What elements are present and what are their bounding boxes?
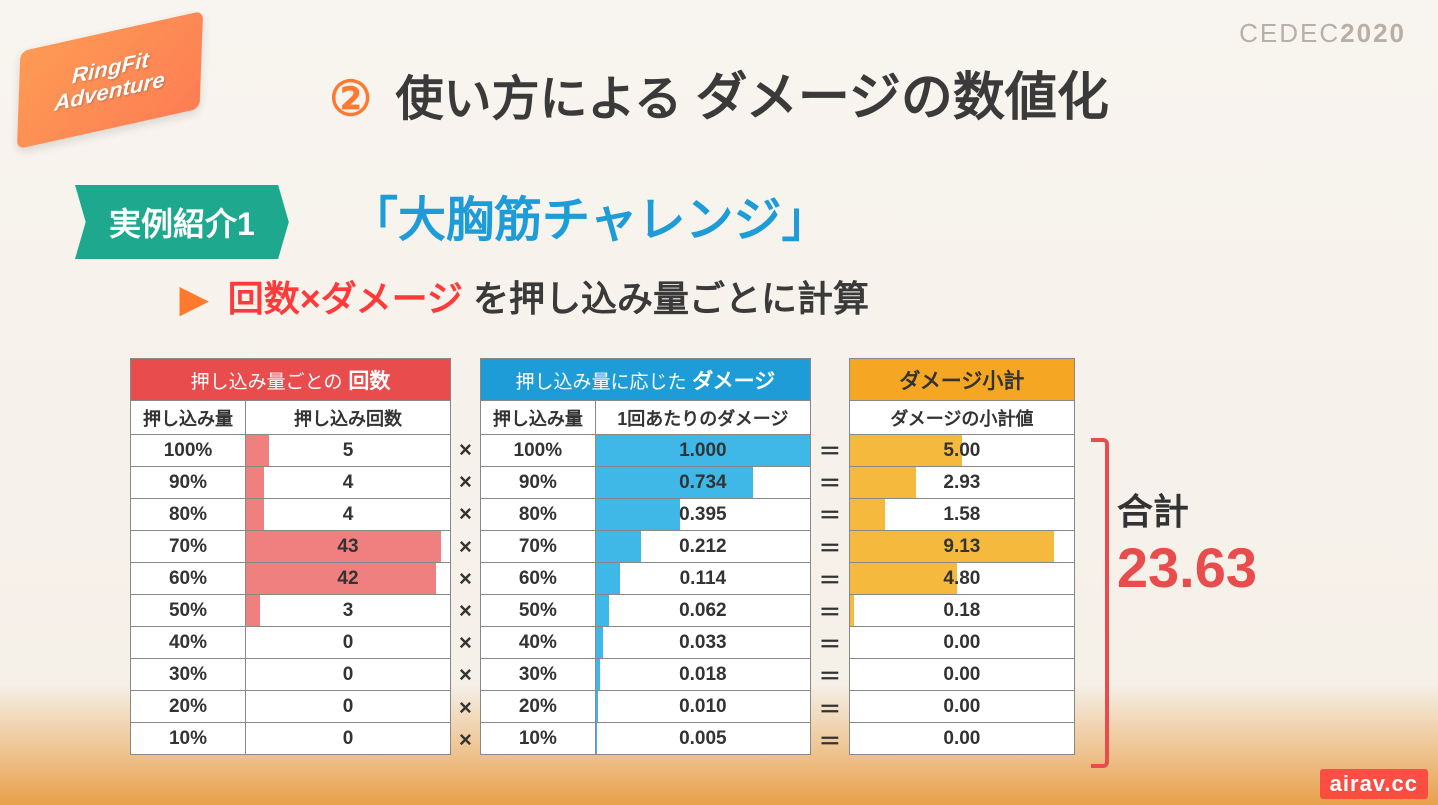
tables-container: 押し込み量ごとの 回数 押し込み量押し込み回数 100%590%480%470%… [130, 358, 1257, 755]
total-label: 合計 [1101, 483, 1257, 535]
table-cell: 5 [246, 435, 451, 467]
table-cell: 43 [246, 531, 451, 563]
table-cell: 0.00 [849, 691, 1074, 723]
table-cell: 0.033 [595, 627, 810, 659]
table-cell: 70% [480, 531, 595, 563]
table-cell: 5.00 [849, 435, 1074, 467]
table-cell: 50% [131, 595, 246, 627]
subtotal-table: ダメージ小計 ダメージの小計値 5.002.931.589.134.800.18… [849, 358, 1075, 755]
table-cell: 70% [131, 531, 246, 563]
table-cell: 40% [131, 627, 246, 659]
bracket-icon [1091, 438, 1109, 768]
table-cell: 50% [480, 595, 595, 627]
table-cell: 9.13 [849, 531, 1074, 563]
slide-title: ② 使い方による ダメージの数値化 [0, 55, 1438, 130]
table-cell: 0.010 [595, 691, 810, 723]
table-cell: 90% [131, 467, 246, 499]
count-table: 押し込み量ごとの 回数 押し込み量押し込み回数 100%590%480%470%… [130, 358, 451, 755]
table-cell: 4 [246, 467, 451, 499]
table-cell: 0.00 [849, 659, 1074, 691]
table-cell: 0.00 [849, 627, 1074, 659]
table-cell: 0 [246, 659, 451, 691]
table-cell: 0 [246, 723, 451, 755]
table-cell: 4 [246, 499, 451, 531]
table-cell: 0 [246, 691, 451, 723]
table-cell: 2.93 [849, 467, 1074, 499]
example-subtitle: ▶ 回数×ダメージ を押し込み量ごとに計算 [180, 270, 869, 322]
example-title: 「大胸筋チャレンジ」 [350, 180, 830, 250]
table-cell: 40% [480, 627, 595, 659]
table-cell: 1.58 [849, 499, 1074, 531]
total-value: 23.63 [1101, 535, 1257, 600]
table-cell: 3 [246, 595, 451, 627]
table-cell: 0.00 [849, 723, 1074, 755]
equals-column: ＝＝＝＝＝＝＝＝＝＝ [819, 358, 841, 752]
table-cell: 30% [131, 659, 246, 691]
table-cell: 0.18 [849, 595, 1074, 627]
table-cell: 0.114 [595, 563, 810, 595]
conference-logo: CEDEC2020 [1239, 18, 1406, 49]
table-cell: 100% [480, 435, 595, 467]
table-cell: 0.062 [595, 595, 810, 627]
table-cell: 10% [131, 723, 246, 755]
table-cell: 20% [131, 691, 246, 723]
table-cell: 10% [480, 723, 595, 755]
table-cell: 80% [131, 499, 246, 531]
table-cell: 100% [131, 435, 246, 467]
multiply-column: ×××××××××× [459, 358, 472, 752]
table-cell: 60% [480, 563, 595, 595]
table-cell: 80% [480, 499, 595, 531]
table-cell: 0.734 [595, 467, 810, 499]
table-cell: 20% [480, 691, 595, 723]
table-cell: 42 [246, 563, 451, 595]
table-cell: 1.000 [595, 435, 810, 467]
table-cell: 30% [480, 659, 595, 691]
example-badge: 実例紹介1 [75, 185, 289, 259]
table-cell: 90% [480, 467, 595, 499]
table-cell: 4.80 [849, 563, 1074, 595]
table-cell: 0.212 [595, 531, 810, 563]
table-cell: 0 [246, 627, 451, 659]
table-cell: 0.005 [595, 723, 810, 755]
table-cell: 60% [131, 563, 246, 595]
table-cell: 0.395 [595, 499, 810, 531]
total-box: 合計 23.63 [1101, 358, 1257, 600]
watermark: airav.cc [1320, 769, 1428, 799]
table-cell: 0.018 [595, 659, 810, 691]
damage-table: 押し込み量に応じた ダメージ 押し込み量1回あたりのダメージ 100%1.000… [480, 358, 811, 755]
